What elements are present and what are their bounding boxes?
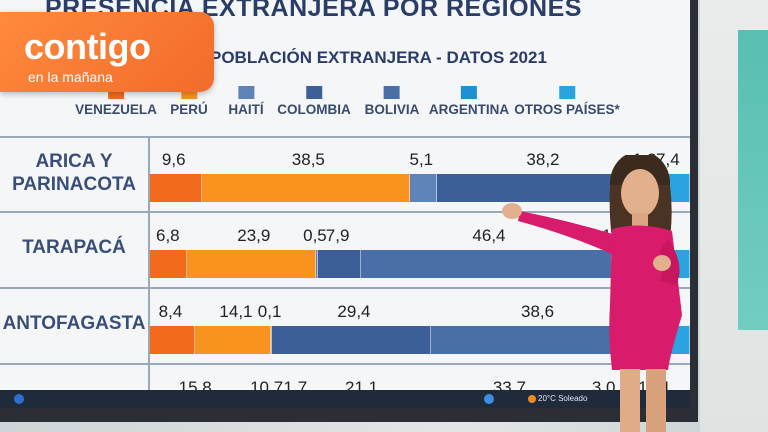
legend-label: VENEZUELA [75,102,157,117]
bar-segment [186,250,316,278]
divider [0,211,690,213]
bar-segment [437,174,644,202]
bar-segment [150,174,202,202]
value-label: 38,6 [521,302,555,321]
value-label: 5,1 [409,150,434,169]
studio-decor [738,30,768,330]
divider [0,136,690,138]
bar-segment [195,326,272,354]
taskbar-weather: 20°C Soleado [538,394,588,403]
value-label: 0,5 [303,226,327,245]
bar-segment [315,250,319,278]
channel-logo: contigo en la mañana [0,12,214,92]
region-label-line: PARINACOTA [12,174,136,195]
legend-swatch [461,86,477,99]
taskbar [0,390,690,408]
legend-item: ARGENTINA [429,86,509,117]
legend-item: BOLIVIA [364,86,420,117]
bar-segment [272,326,432,354]
value-label: 38,5 [291,150,325,169]
legend-item: OTROS PAÍSES* [514,86,620,117]
value-label: 7,9 [325,226,350,245]
legend-label: BOLIVIA [364,102,420,117]
bar-segment [201,174,410,202]
legend-item: HAITÍ [228,86,264,117]
screen-subtitle: POBLACIÓN EXTRANJERA - DATOS 2021 [210,48,547,67]
legend-swatch [383,86,400,99]
value-label: 0,1 [257,302,282,321]
value-label: 14,1 [219,302,253,321]
region-label-line: ANTOFAGASTA [2,313,146,334]
legend-item: COLOMBIA [277,86,351,117]
region-label: ARICA Y PARINACOTA [0,150,148,196]
region-label: TARAPACÁ [0,236,148,259]
value-label: 29,4 [337,302,371,321]
value-label: 6,8 [156,226,180,245]
weather-icon [528,395,536,403]
value-label: 46,4 [472,226,506,245]
legend-swatch [306,86,322,99]
bar-segment [361,250,612,278]
bar-segment [150,250,187,278]
start-icon[interactable] [14,394,24,404]
value-label: 8,4 [158,302,183,321]
legend-label: COLOMBIA [277,102,351,117]
value-label: 9,6 [161,150,186,169]
bar-segment [271,326,273,354]
divider [0,287,690,289]
bar-segment [431,326,640,354]
legend-label: OTROS PAÍSES* [514,102,620,117]
stacked-bar [150,250,690,278]
presenter [502,155,682,432]
bar-segment [318,250,362,278]
region-label-line: ARICA Y [35,151,113,172]
bar-segment [150,326,196,354]
divider [0,363,690,365]
stacked-bar [150,174,690,202]
region-label-line: TARAPACÁ [22,237,126,258]
legend-swatch [559,86,575,99]
divider [148,138,150,408]
bar-segment [409,174,438,202]
region-label: ANTOFAGASTA [0,312,148,335]
legend-swatch [238,86,254,99]
app-icon[interactable] [484,394,494,404]
legend-label: ARGENTINA [428,102,510,117]
logo-main-text: contigo [24,26,151,67]
logo-sub-text: en la mañana [28,69,113,85]
value-label: 38,2 [526,150,560,169]
legend-label: HAITÍ [228,102,264,117]
legend-label: PERÚ [170,102,208,117]
value-label: 23,9 [237,226,271,245]
